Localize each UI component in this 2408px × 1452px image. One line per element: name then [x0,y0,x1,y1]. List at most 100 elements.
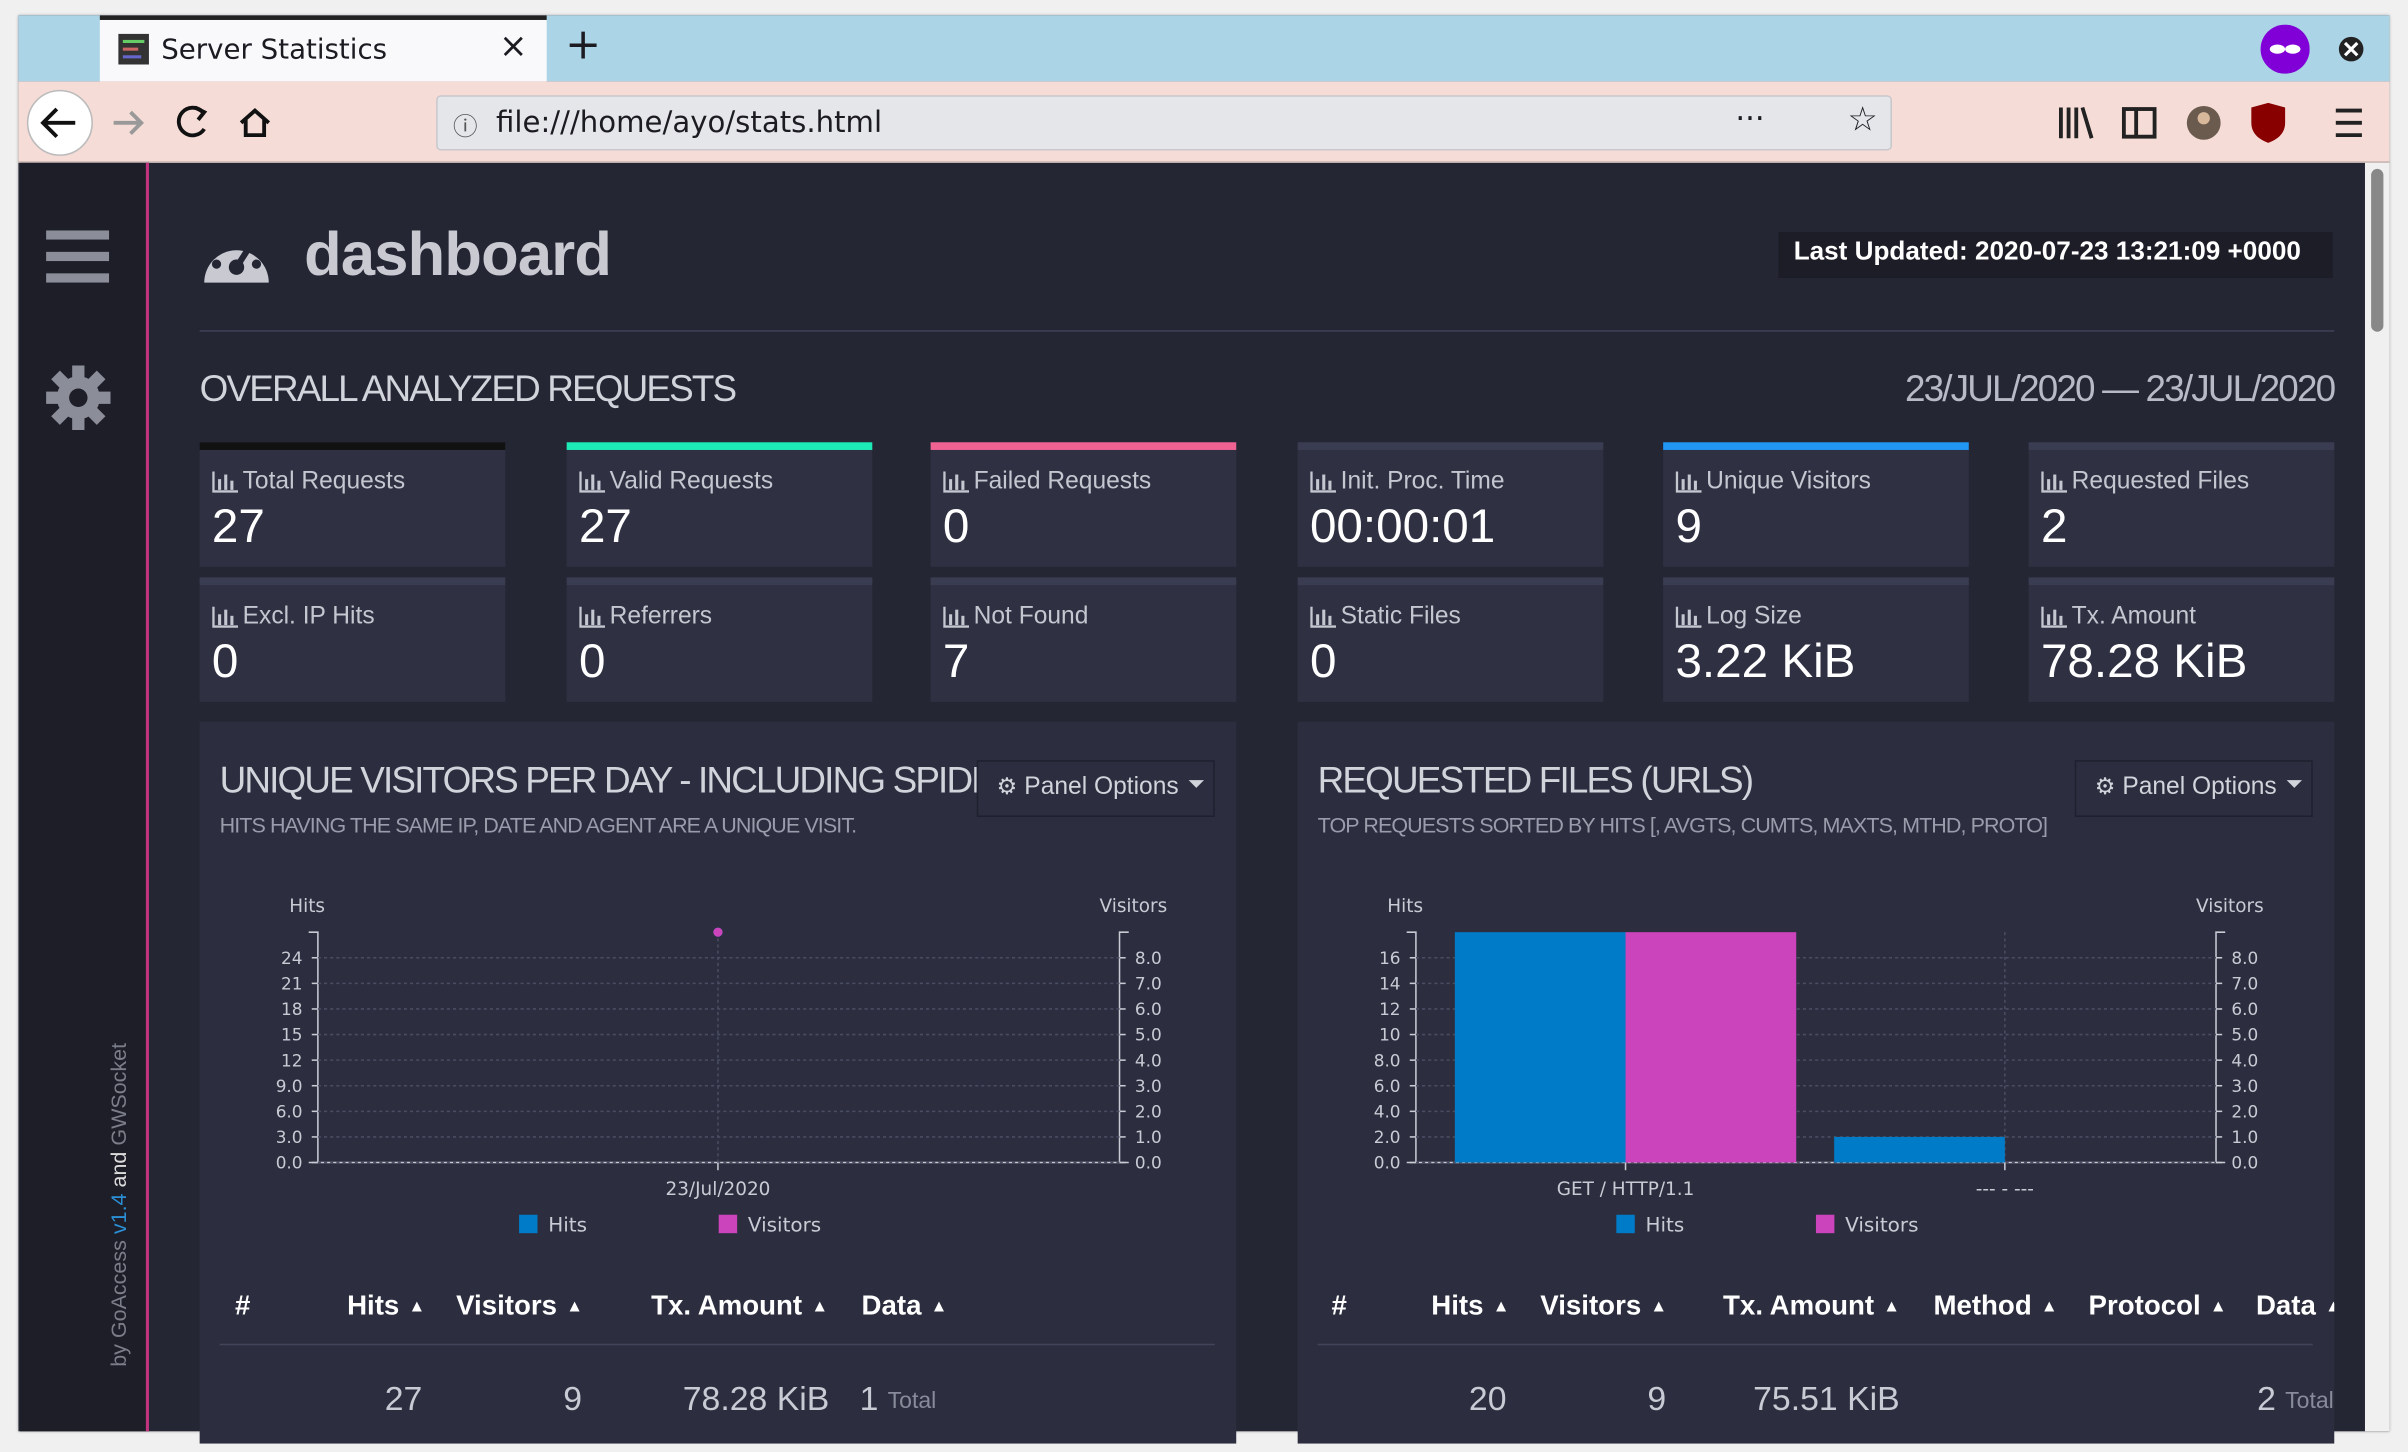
table-header[interactable]: Data▲ [861,1289,948,1321]
scroll-thumb[interactable] [2371,168,2384,332]
sort-icon: ▲ [2040,1297,2058,1317]
y-tick-label: 6.0 [1374,1076,1401,1096]
metric-label: Static Files [1340,603,1461,630]
menu-icon[interactable] [46,230,110,285]
toolbar-icons[interactable] [2055,98,2377,147]
table-header[interactable]: Tx. Amount ▲ [651,1289,829,1321]
bookmark-star[interactable]: ☆ [1847,101,1878,140]
y-tick-label: 4.0 [1374,1101,1401,1121]
table-header[interactable]: Data▲ [2256,1290,2334,1322]
y-tick-label: 8.0 [1374,1050,1401,1070]
caret [1187,779,1204,795]
x-tick-label: GET / HTTP/1.1 [1557,1179,1695,1200]
table-header[interactable]: Hits ▲ [1431,1289,1510,1321]
metric-card: Total Requests 27 [199,442,506,567]
table-rule [1317,1343,2313,1346]
dashboard-icon [204,241,269,283]
table-cell: 9 [563,1379,583,1418]
legend-swatch [1616,1214,1635,1234]
metric-label: Init. Proc. Time [1340,468,1505,495]
y-tick-label: 3.0 [276,1127,303,1147]
y-tick-label: 14 [1379,974,1400,994]
y-tick-label: 2.0 [1374,1127,1401,1147]
metric-card: Failed Requests 0 [930,442,1237,567]
y2-axis-label: Visitors [2196,896,2264,917]
metric-value: 0 [942,499,970,553]
y2-tick-label: 2.0 [2231,1101,2258,1121]
y-tick-label: 15 [281,1025,302,1045]
nav-buttons[interactable] [25,86,301,160]
table-header[interactable]: Visitors ▲ [1540,1289,1668,1321]
y-tick-label: 21 [281,974,302,994]
table-cell: 2 [2257,1379,2276,1418]
metric-card: Tx. Amount 78.28 KiB [2028,577,2335,702]
metric-value: 0 [578,634,606,688]
panel-title: REQUESTED FILES (URLS) [1317,760,1754,802]
legend-label: Hits [548,1213,587,1237]
metric-value: 2 [2040,499,2068,553]
sort-icon: ▲ [408,1297,426,1317]
gear: ⚙ [996,773,1018,801]
panel-options[interactable]: ⚙ Panel Options [2074,760,2313,817]
y-axis-label: Hits [289,896,325,917]
sort-icon: ▲ [2209,1297,2227,1317]
sort-icon: ▲ [2325,1298,2334,1316]
legend-label: Visitors [748,1213,821,1237]
y2-tick-label: 6.0 [2231,999,2258,1019]
metric-icon [1675,606,1702,628]
metric-value: 00:00:01 [1309,499,1496,553]
table-rule [219,1343,1215,1346]
new-tab[interactable]: + [565,18,602,70]
settings-icon[interactable] [46,365,111,430]
bar [1454,932,1626,1163]
metric-label: Log Size [1706,603,1802,630]
y2-tick-label: 4.0 [2231,1050,2258,1070]
table-header[interactable]: # [234,1289,251,1321]
tab-favicon [118,33,149,65]
y2-tick-label: 3.0 [1135,1076,1162,1096]
metric-icon [1310,606,1337,628]
metric-label: Failed Requests [973,468,1152,495]
metric-label: Valid Requests [609,468,774,495]
metric-card: Referrers 0 [566,577,873,702]
tab[interactable]: Server Statistics × [99,15,547,82]
y-tick-label: 0.0 [276,1153,303,1173]
page-actions[interactable]: ··· [1735,99,1765,137]
table-header[interactable]: Tx. Amount ▲ [1723,1289,1900,1321]
legend-label: Hits [1646,1213,1685,1237]
y2-tick-label: 5.0 [1135,1025,1162,1045]
table-cell: 75.51 KiB [1753,1379,1900,1418]
y2-tick-label: 1.0 [1135,1127,1162,1147]
table-header[interactable]: Hits ▲ [347,1289,426,1321]
gear: ⚙ [2094,773,2116,801]
y2-tick-label: 7.0 [1135,974,1162,994]
date-range: 23/JUL/2020 — 23/JUL/2020 [1904,368,2336,411]
caret [2285,779,2302,795]
table-header[interactable]: Protocol ▲ [2088,1289,2227,1321]
divider [199,330,2335,332]
panel-subtitle: HITS HAVING THE SAME IP, DATE AND AGENT … [219,812,858,837]
metric-value: 0 [211,634,239,688]
url: file:///home/ayo/stats.html [496,105,883,140]
panel-options[interactable]: ⚙ Panel Options [976,760,1215,817]
bar [1625,932,1797,1163]
legend-swatch [1815,1214,1835,1234]
y2-tick-label: 0.0 [2231,1153,2258,1173]
table-header[interactable]: Visitors ▲ [456,1289,583,1321]
y-tick-label: 18 [281,999,302,1019]
metric-label: Referrers [609,603,713,630]
metric-value: 9 [1675,499,1702,553]
metric-icon [212,606,239,628]
legend-swatch [519,1214,538,1234]
y2-tick-label: 7.0 [2231,974,2258,994]
table-header[interactable]: Method ▲ [1933,1289,2058,1321]
metric-value: 27 [578,499,632,553]
close-window[interactable] [2337,35,2365,63]
metric-card: Valid Requests 27 [566,442,873,567]
y-tick-label: 0.0 [1374,1153,1401,1173]
tab-close[interactable]: × [499,27,528,67]
table-header[interactable]: # [1331,1289,1347,1321]
url-bar[interactable]: ⓘ file:///home/ayo/stats.html ··· ☆ [436,95,1892,151]
